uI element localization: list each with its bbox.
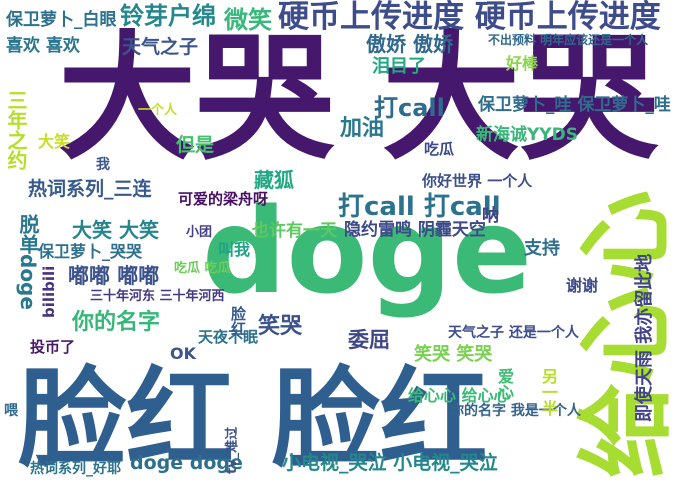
word-yingbi: 硬币上传进度 硬币上传进度 [278, 0, 661, 35]
word-wo: 我 [96, 157, 110, 173]
word-reci-sanlian: 热词系列_三连 [28, 178, 152, 200]
word-wei: 喂 [4, 403, 18, 419]
word-geixinxin-2: 给心心 给心心 [408, 386, 510, 405]
word-chigua-2: 吃瓜 吃瓜 [174, 261, 231, 276]
word-buchuyuliao: 不出预料 明年应该还是一个人 [488, 33, 649, 47]
word-dudu: 嘟嘟 嘟嘟 [68, 264, 160, 288]
word-canghu: 藏狐 [254, 168, 294, 192]
word-toubi: 投币了 [30, 338, 76, 356]
word-chigua-1: 吃瓜 [424, 140, 455, 158]
word-baowei-kuku: 保卫萝卜_哭哭 [38, 242, 143, 261]
word-zhichi: 支持 [524, 238, 560, 259]
word-xiaodianshi: 小电视_哭泣 小电视_哭泣 [282, 452, 498, 474]
word-tuodan: 脱单doge [16, 214, 40, 310]
word-geixinxin-vertical: 给心心 [570, 190, 682, 478]
word-jishi-tianyu: 即使天雨 我亦留此地 [634, 253, 655, 422]
word-tianyebumian: 天夜不眠 [198, 328, 259, 346]
word-jiayou: 加油 [340, 116, 385, 141]
word-ok: OK [170, 344, 196, 363]
word-aojiao: 傲娇 傲娇 [366, 32, 453, 56]
word-weixiao: 微笑 [224, 6, 272, 34]
word-xihuan: 喜欢 喜欢 [6, 36, 80, 56]
word-sanshinian: 三十年河东 三十年河西 [90, 289, 225, 304]
word-bilibili: bilibili [40, 265, 58, 318]
word-leimu: 泪目了 [372, 56, 426, 77]
word-xiaoku-2: 笑哭 笑哭 [414, 344, 493, 365]
word-daxiao-1: 大笑 [38, 132, 71, 151]
word-nidemingzi-1: 你的名字 [72, 310, 161, 335]
word-tianqizhizi-2: 天气之子 还是一个人 [448, 325, 579, 341]
word-aixin: 爱心 [495, 368, 514, 400]
word-xiaotuan: 小团 [186, 225, 213, 240]
word-weiqu: 委屈 [348, 328, 390, 352]
word-lianhong-small: 脸红 [229, 306, 247, 336]
word-dacall-1: 打call [374, 94, 445, 122]
word-danshi: 但是 [176, 134, 215, 156]
word-nidemingzi-2: 你的名字 我是一个人 [450, 403, 581, 419]
word-na: 呐 [482, 206, 499, 226]
word-lingya: 铃芽户绵 [120, 2, 216, 30]
word-xinhaicheng: 新海诚YYDS [476, 125, 578, 145]
word-xiexie: 谢谢 [566, 276, 599, 295]
word-xiaoku-1: 笑哭 [258, 314, 303, 339]
word-yinyue: 隐约雷鸣 阴霾天空 [344, 220, 486, 240]
word-yexu: 也许有一天 [252, 221, 337, 241]
word-daxiao-2: 大笑 大笑 [72, 218, 159, 242]
word-haobang: 好棒 [506, 54, 539, 73]
word-dacall-2: 打call 打call [338, 192, 501, 222]
word-jiaowo: 叫我 [218, 240, 251, 259]
word-doge-large: doge [202, 182, 533, 320]
word-lingyiban: 另一半 [539, 368, 558, 416]
word-keai: 可爱的梁舟呀 [178, 190, 269, 208]
word-baowei-baiyan: 保卫萝卜_白眼 [6, 10, 117, 30]
word-baowei-wa: 保卫萝卜_哇 保卫萝卜_哇 [478, 95, 671, 115]
word-tv-nanguo: tv_难过 [225, 426, 240, 474]
word-reci-haoye: 热词系列_好耶 [30, 461, 121, 477]
word-nihaoshijie: 你好世界 一个人 [422, 172, 533, 190]
word-lianhong-large: 脸红 脸红 [18, 357, 488, 482]
word-doge-small: doge doge [130, 452, 243, 474]
word-dakuk-large: 大哭 大哭 [58, 18, 659, 179]
word-sannianzhiyue: 三年之约 [4, 90, 28, 170]
word-yigeren: 一个人 [138, 103, 178, 118]
word-tianqizhizi-1: 天气之子 [122, 36, 199, 58]
